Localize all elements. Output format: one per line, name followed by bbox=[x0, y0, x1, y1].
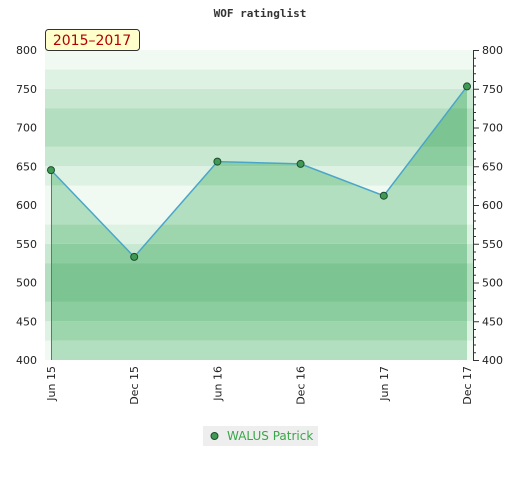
area-band bbox=[51, 263, 467, 283]
y-tick-label-right: 550 bbox=[482, 238, 503, 251]
background-band bbox=[45, 127, 473, 147]
legend-marker bbox=[210, 432, 219, 440]
data-point bbox=[213, 157, 222, 166]
period-badge-box bbox=[45, 29, 140, 51]
background-band bbox=[45, 88, 473, 109]
y-tick-label-left: 450 bbox=[16, 315, 37, 328]
y-tick-label-right: 700 bbox=[482, 122, 503, 135]
background-band bbox=[45, 50, 473, 70]
area-band bbox=[51, 282, 467, 302]
background-band bbox=[45, 108, 473, 128]
x-tick-label: Jun 17 bbox=[378, 366, 391, 402]
data-point bbox=[379, 191, 388, 200]
chart-title: WOF ratinglist bbox=[214, 7, 307, 20]
x-tick-label: Dec 16 bbox=[295, 366, 308, 405]
marker-layer bbox=[47, 82, 471, 261]
data-point bbox=[296, 159, 305, 168]
legend-box bbox=[203, 426, 318, 446]
data-point bbox=[130, 252, 139, 261]
area-band bbox=[51, 301, 467, 322]
right-axis: 800 750 700 650 600 550 500 450 400 bbox=[473, 44, 503, 367]
period-badge: 2015–2017 bbox=[45, 29, 140, 51]
y-tick-label-left: 550 bbox=[16, 238, 37, 251]
y-tick-label-left: 400 bbox=[16, 354, 37, 367]
area-band bbox=[51, 340, 467, 360]
line-layer bbox=[50, 85, 468, 259]
background-band bbox=[45, 146, 473, 167]
x-tick-label: Dec 17 bbox=[461, 366, 474, 405]
y-tick-label-left: 600 bbox=[16, 199, 37, 212]
x-tick-label: Jun 16 bbox=[211, 366, 224, 402]
y-tick-label-left: 650 bbox=[16, 160, 37, 173]
x-tick-label: Jun 15 bbox=[45, 366, 58, 402]
data-point bbox=[463, 82, 471, 91]
x-tick-label: Dec 15 bbox=[128, 366, 141, 405]
data-point bbox=[47, 166, 55, 175]
y-tick-label-left: 700 bbox=[16, 122, 37, 135]
legend-label: WALUS Patrick bbox=[227, 429, 313, 443]
legend: WALUS Patrick bbox=[203, 426, 318, 446]
area-band bbox=[51, 243, 467, 264]
y-tick-label-right: 750 bbox=[482, 83, 503, 96]
period-badge-label: 2015–2017 bbox=[53, 33, 131, 49]
y-tick-label-right: 800 bbox=[482, 44, 503, 57]
series-line bbox=[50, 85, 468, 259]
y-tick-label-right: 450 bbox=[482, 315, 503, 328]
y-tick-label-right: 600 bbox=[482, 199, 503, 212]
y-tick-label-right: 400 bbox=[482, 354, 503, 367]
area-band bbox=[51, 321, 467, 341]
y-tick-label-left: 500 bbox=[16, 277, 37, 290]
x-axis: Jun 15 Dec 15 Jun 16 Dec 16 Jun 17 Dec 17 bbox=[45, 366, 474, 405]
y-tick-label-right: 500 bbox=[482, 277, 503, 290]
left-axis: 800 750 700 650 600 550 500 450 400 bbox=[16, 44, 37, 367]
y-tick-label-right: 650 bbox=[482, 160, 503, 173]
y-tick-label-left: 750 bbox=[16, 83, 37, 96]
background-band bbox=[45, 69, 473, 89]
y-tick-label-left: 800 bbox=[16, 44, 37, 57]
